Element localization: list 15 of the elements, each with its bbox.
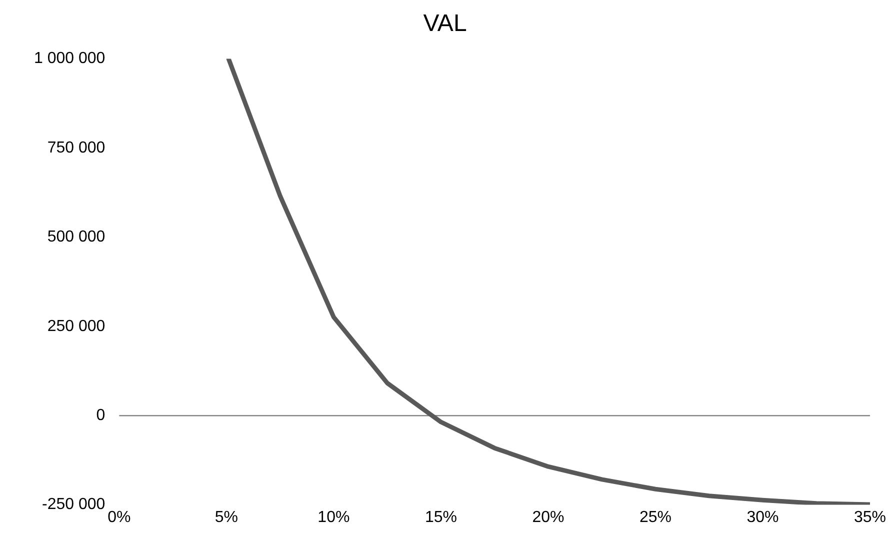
x-tick-label: 15% — [424, 508, 457, 526]
x-tick-label: 30% — [746, 508, 779, 526]
y-tick-label: 0 — [96, 407, 106, 424]
x-tick-label: 20% — [532, 508, 564, 526]
x-tick-label: 25% — [639, 508, 672, 526]
x-tick-label: 0% — [108, 508, 131, 526]
y-tick-label: -250 000 — [42, 496, 106, 514]
y-tick-label: 750 000 — [47, 139, 106, 156]
x-tick-label: 5% — [214, 508, 238, 526]
x-tick-label: 35% — [854, 508, 886, 526]
x-tick-label: 10% — [318, 508, 350, 526]
y-tick-label: 250 000 — [47, 318, 106, 335]
y-tick-label: 1 000 000 — [34, 50, 106, 68]
chart-title: VAL — [423, 10, 467, 38]
y-tick-label: 500 000 — [47, 228, 106, 246]
